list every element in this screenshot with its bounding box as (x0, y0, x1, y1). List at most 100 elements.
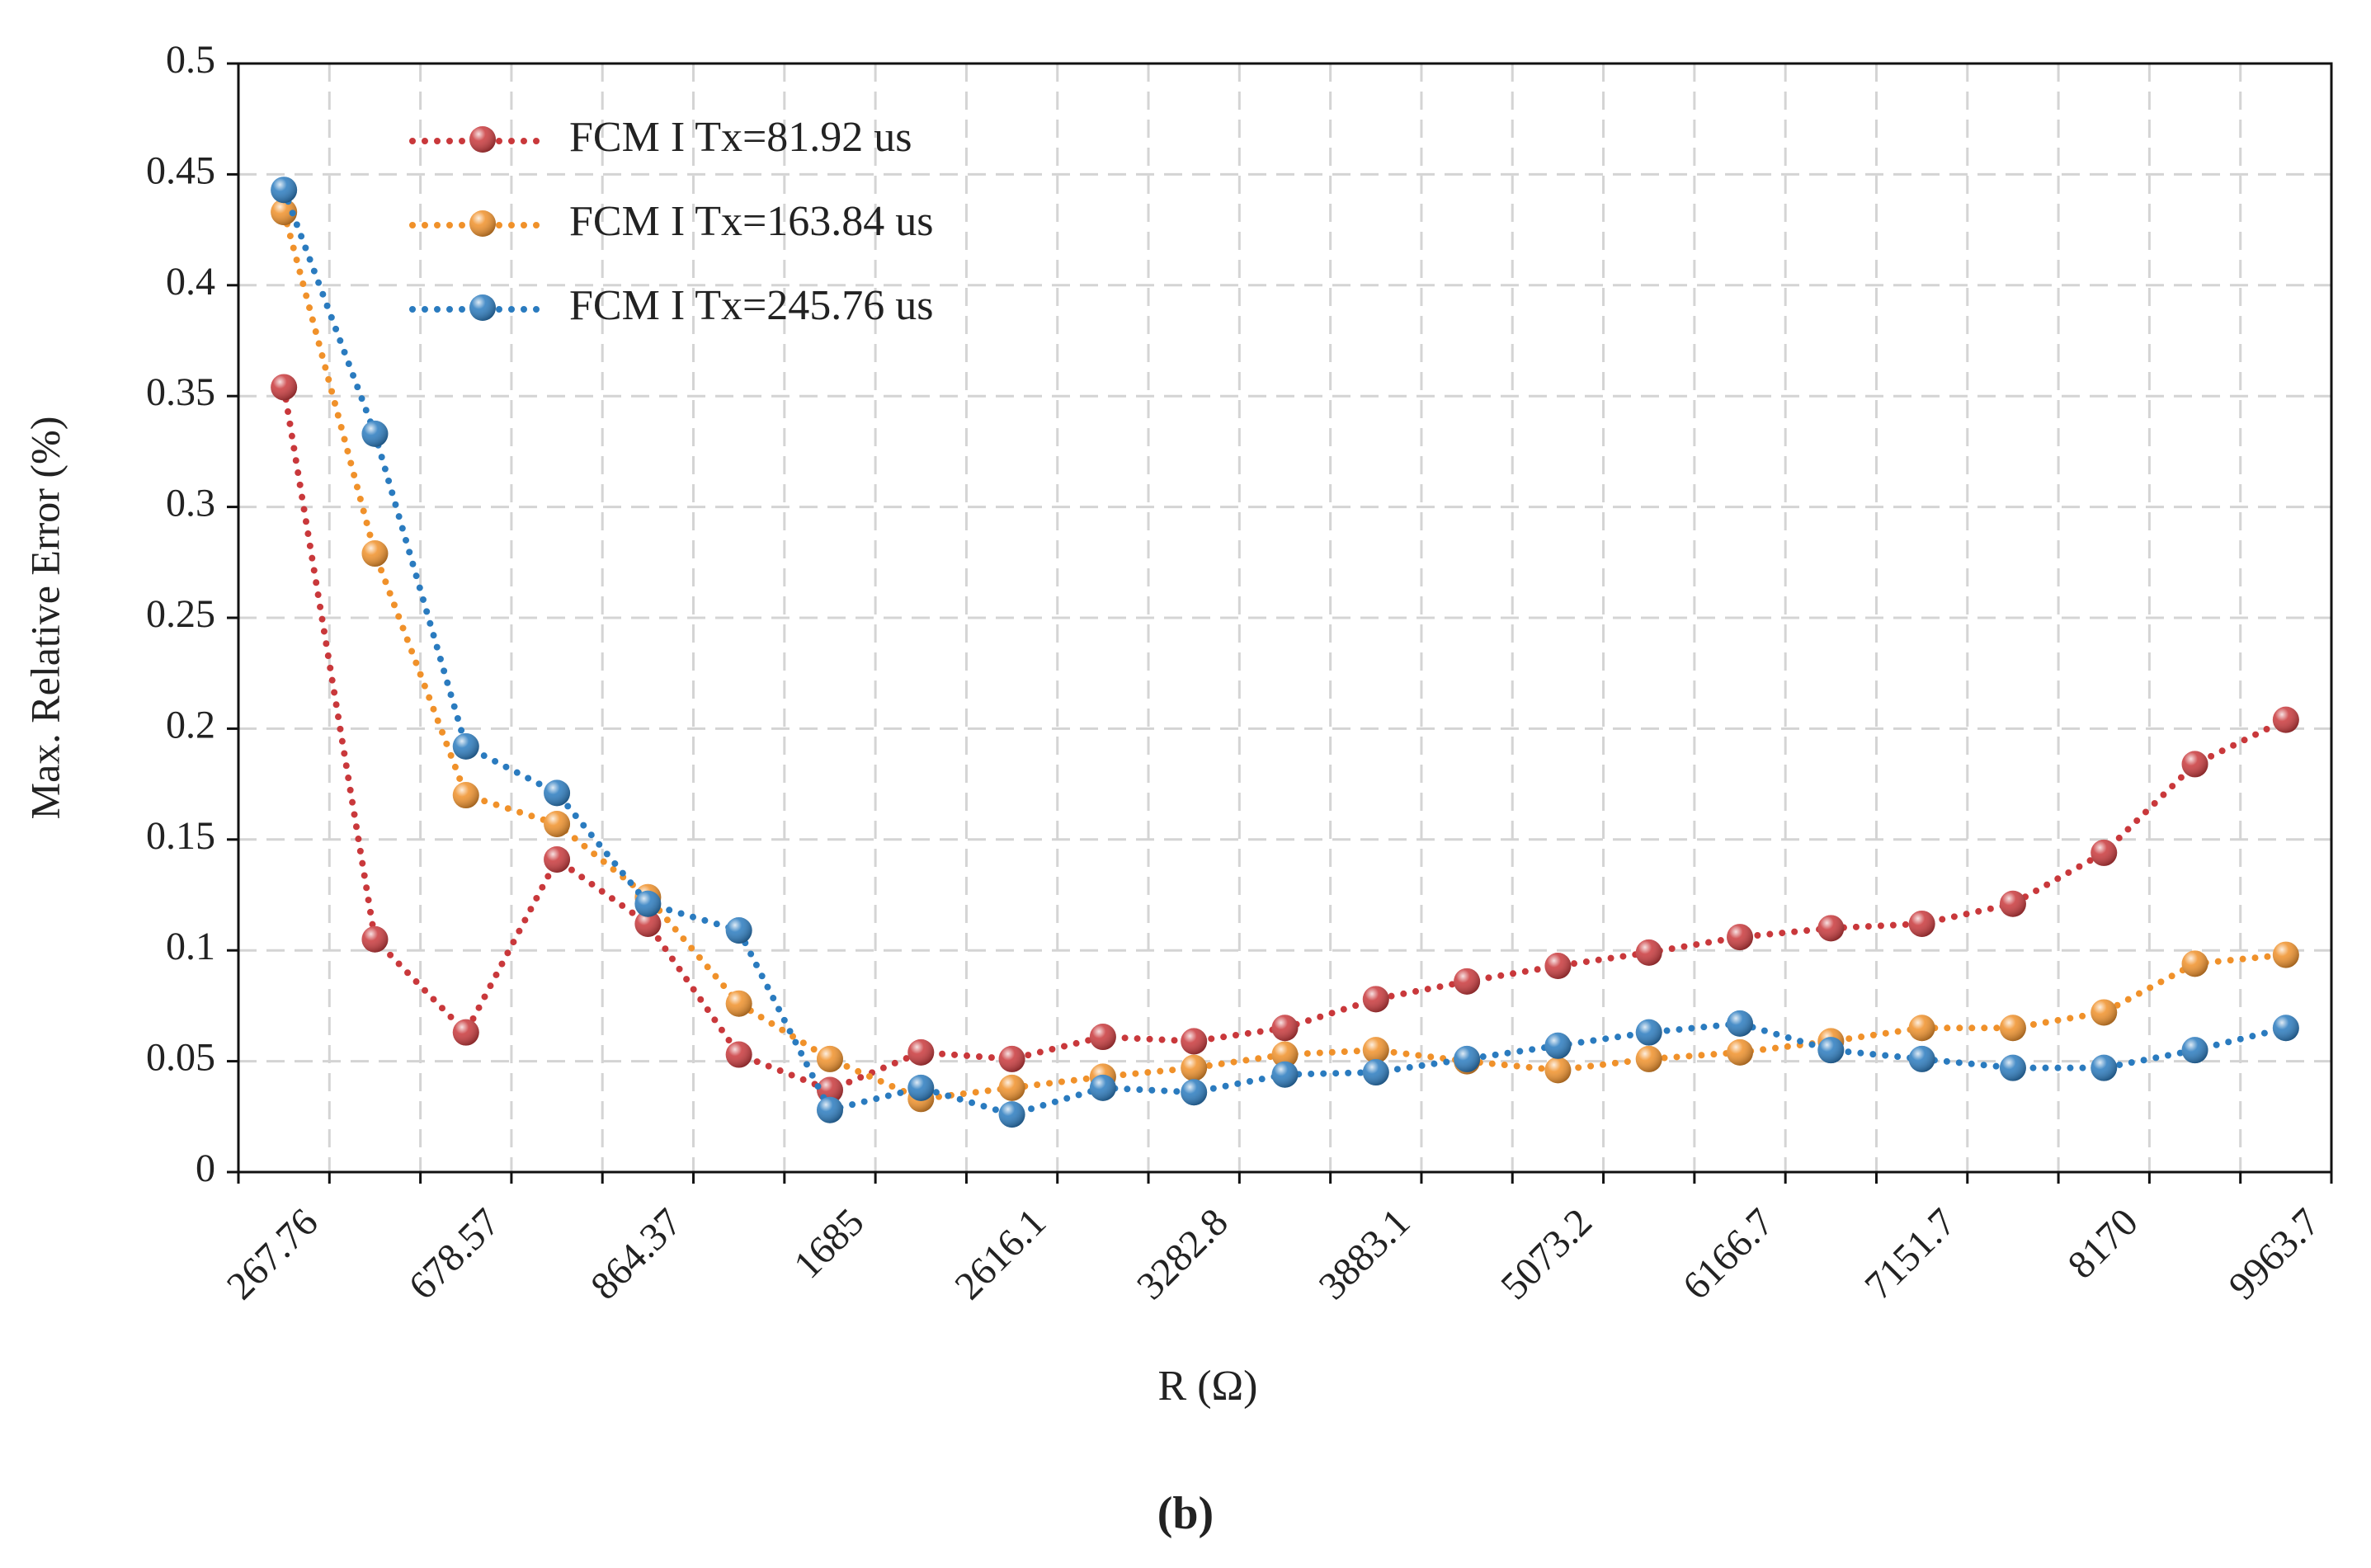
marker-shine (2272, 1015, 2299, 1042)
y-tick-label: 0.35 (146, 370, 215, 414)
marker (725, 990, 752, 1017)
marker (452, 732, 479, 760)
marker-shine (544, 810, 571, 837)
marker-shine (271, 199, 298, 226)
marker (2181, 1037, 2208, 1064)
marker (2091, 839, 2118, 866)
marker-shine (1544, 953, 1572, 980)
marker (725, 1041, 752, 1068)
y-tick-label: 0.45 (146, 148, 215, 192)
marker (544, 779, 571, 807)
marker (544, 810, 571, 837)
marker-shine (816, 1096, 843, 1123)
x-tick-label: 1685 (785, 1200, 872, 1287)
marker-shine (1999, 890, 2026, 917)
marker (1817, 1037, 1845, 1064)
legend-marker-shine (469, 210, 496, 237)
marker-shine (361, 540, 389, 567)
y-tick-label: 0.15 (146, 814, 215, 858)
marker (1999, 1054, 2026, 1081)
y-tick-label: 0.5 (166, 38, 215, 82)
caption: (b) (1157, 1488, 1214, 1539)
marker-shine (2181, 751, 2208, 778)
marker (816, 1096, 843, 1123)
series-line (280, 384, 2289, 1094)
x-tick-label: 3883.1 (1311, 1200, 1419, 1308)
marker (271, 199, 298, 226)
marker (1544, 953, 1572, 980)
x-tick-label: 3282.8 (1129, 1200, 1237, 1308)
series-line (280, 209, 2289, 1103)
marker-shine (1727, 924, 1754, 951)
marker-shine (998, 1074, 1025, 1101)
marker-shine (1271, 1015, 1299, 1042)
marker (1089, 1074, 1116, 1101)
legend-marker-shine (469, 126, 496, 153)
marker-shine (907, 1074, 935, 1101)
marker (2272, 706, 2299, 733)
marker-shine (1727, 1010, 1754, 1037)
marker-shine (361, 925, 389, 953)
marker-shine (1999, 1054, 2026, 1081)
marker (1181, 1079, 1208, 1106)
marker (1635, 1019, 1662, 1046)
x-tick-label: 267.76 (219, 1200, 327, 1308)
y-axis-label: Max. Relative Error (%) (21, 417, 68, 820)
marker-shine (544, 779, 571, 807)
legend-label: FCM I Tx=245.76 us (569, 282, 934, 329)
marker (1817, 915, 1845, 942)
y-tick-label: 0.3 (166, 482, 215, 525)
y-tick-label: 0.4 (166, 260, 215, 304)
marker (1454, 968, 1481, 995)
marker (1727, 1010, 1754, 1037)
marker-shine (1817, 915, 1845, 942)
y-tick-label: 0 (196, 1147, 215, 1190)
marker (1999, 1015, 2026, 1042)
marker-shine (1544, 1057, 1572, 1084)
marker (998, 1074, 1025, 1101)
marker (2091, 1054, 2118, 1081)
marker (1362, 986, 1389, 1013)
marker-shine (998, 1101, 1025, 1128)
marker-shine (725, 917, 752, 944)
marker-shine (1454, 968, 1481, 995)
marker (1908, 1045, 1935, 1072)
marker-shine (1635, 1045, 1662, 1072)
x-tick-label: 7151.7 (1856, 1200, 1964, 1308)
marker-shine (2181, 1037, 2208, 1064)
marker (998, 1101, 1025, 1128)
marker-shine (2181, 950, 2208, 977)
marker (998, 1045, 1025, 1072)
marker-shine (1089, 1024, 1116, 1051)
marker (2272, 941, 2299, 968)
marker-shine (1908, 910, 1935, 937)
marker-shine (998, 1045, 1025, 1072)
marker-shine (1362, 1059, 1389, 1086)
x-axis-label: R (Ω) (1158, 1363, 1258, 1410)
marker (816, 1045, 843, 1072)
x-tick-label: 678.57 (400, 1200, 508, 1308)
marker-shine (1544, 1032, 1572, 1059)
marker-shine (1181, 1028, 1208, 1055)
marker-shine (452, 1019, 479, 1046)
y-tick-label: 0.05 (146, 1036, 215, 1080)
x-tick-label: 8170 (2059, 1200, 2146, 1287)
marker (634, 910, 662, 937)
marker (1181, 1054, 1208, 1081)
marker (1544, 1057, 1572, 1084)
x-tick-label: 9963.7 (2221, 1200, 2329, 1308)
marker (1362, 1059, 1389, 1086)
marker (1635, 1045, 1662, 1072)
marker (1999, 890, 2026, 917)
marker-shine (1635, 939, 1662, 966)
marker-shine (452, 782, 479, 809)
marker (725, 917, 752, 944)
marker (1727, 924, 1754, 951)
marker-shine (2091, 1054, 2118, 1081)
marker (361, 540, 389, 567)
marker-shine (1089, 1074, 1116, 1101)
marker (1181, 1028, 1208, 1055)
marker (1908, 910, 1935, 937)
marker (452, 1019, 479, 1046)
